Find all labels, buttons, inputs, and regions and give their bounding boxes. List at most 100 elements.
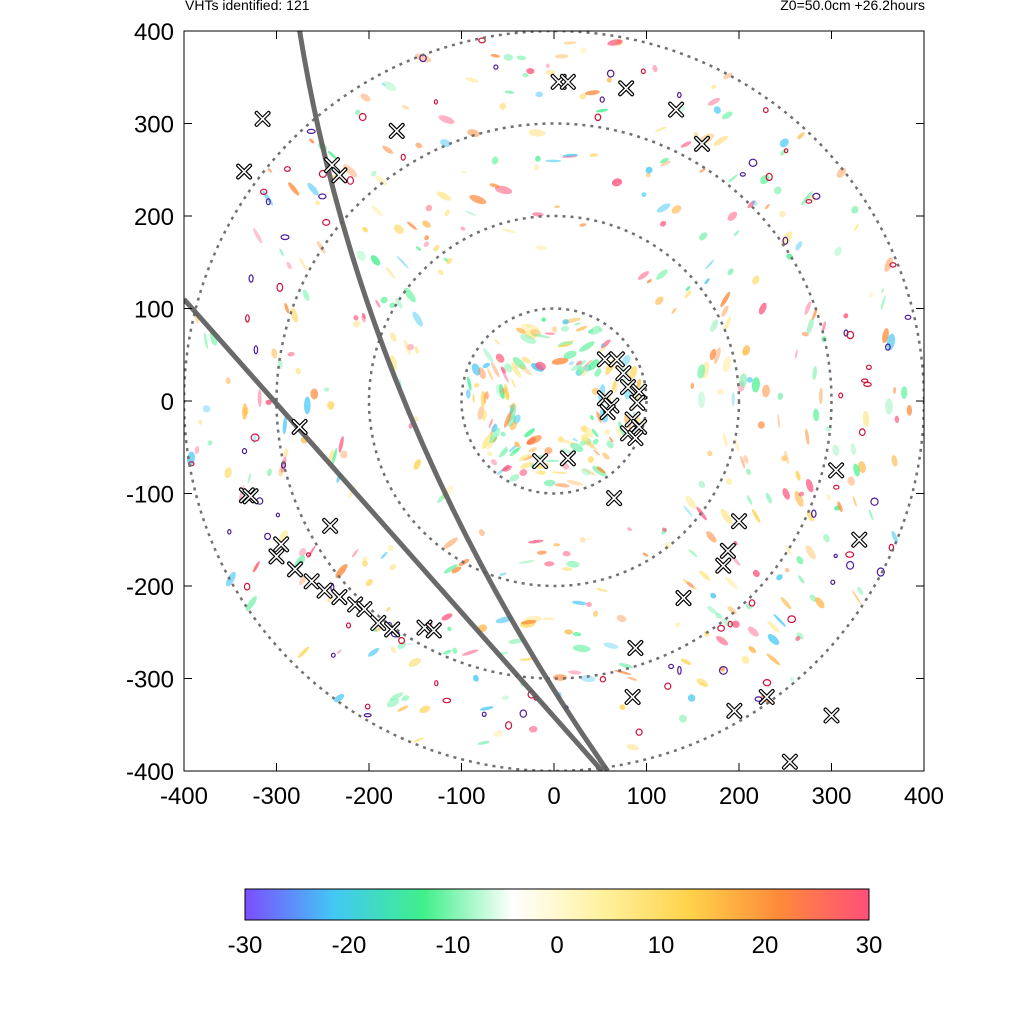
vht-marker-core — [824, 708, 839, 723]
field-blob — [519, 657, 536, 661]
field-blob — [646, 279, 652, 284]
y-tick-label: 200 — [134, 204, 174, 231]
vht-count-label: VHTs identified: 121 — [185, 0, 310, 13]
field-blob — [287, 351, 295, 357]
vht-marker — [236, 163, 253, 180]
field-blob — [752, 569, 760, 578]
colorbar-tick-label: 0 — [550, 932, 563, 959]
field-blob — [503, 53, 514, 61]
field-blob — [390, 332, 397, 342]
vht-contour — [635, 728, 643, 736]
field-blob — [332, 447, 338, 465]
field-blob — [743, 455, 749, 464]
vht-marker-core — [561, 75, 575, 89]
field-blob — [781, 455, 788, 462]
field-blob — [194, 446, 200, 455]
vht-marker-core — [389, 124, 404, 138]
field-blob — [641, 192, 647, 198]
vht-marker-core — [348, 597, 362, 612]
vht-contour — [276, 282, 284, 292]
field-blob — [656, 269, 668, 280]
vht-marker-core — [561, 451, 575, 466]
vht-contour — [870, 497, 879, 506]
field-blob — [225, 377, 231, 385]
field-blob — [882, 328, 889, 344]
field-blob — [563, 350, 577, 360]
vht-marker — [356, 601, 373, 618]
field-blob — [795, 241, 803, 251]
vht-contour — [306, 128, 316, 134]
x-tick-label: -400 — [160, 783, 208, 810]
y-tick-label: -100 — [126, 482, 174, 509]
field-blob — [336, 649, 342, 655]
field-blob — [478, 367, 486, 380]
field-blob — [443, 564, 458, 574]
field-blob — [371, 205, 384, 217]
field-blob — [425, 204, 433, 212]
field-blob — [441, 613, 453, 621]
field-blob — [742, 345, 751, 356]
vht-contour — [805, 198, 813, 204]
field-blob — [492, 436, 498, 443]
vht-contour — [783, 148, 789, 154]
field-blob — [528, 447, 538, 453]
y-tick-label: -300 — [126, 667, 174, 694]
vht-marker — [675, 590, 692, 607]
field-blob — [524, 428, 536, 438]
field-blob — [765, 492, 773, 504]
vht-contour — [305, 552, 312, 557]
vht-marker — [456, 0, 468, 5]
vht-marker — [242, 488, 259, 505]
field-blob — [779, 210, 786, 218]
field-blob — [760, 174, 770, 185]
field-blob — [361, 315, 366, 323]
field-blob — [509, 474, 520, 482]
field-blob — [881, 288, 885, 293]
field-blob — [751, 200, 758, 206]
field-blob — [627, 677, 638, 681]
vht-marker-core — [632, 420, 646, 434]
field-blob — [751, 508, 761, 523]
field-blob — [501, 368, 509, 383]
field-blob — [543, 617, 555, 621]
field-blob — [595, 108, 609, 113]
field-blob — [682, 578, 698, 590]
vht-contour — [283, 166, 291, 172]
vht-marker-core — [304, 574, 319, 589]
field-blob — [401, 105, 410, 110]
field-blob — [717, 389, 724, 395]
field-blob — [707, 450, 713, 457]
field-blob — [728, 174, 738, 183]
field-blob — [611, 178, 623, 187]
field-blob — [850, 443, 857, 456]
field-blob — [323, 387, 330, 392]
field-blob — [493, 730, 504, 737]
vht-contour — [250, 433, 260, 442]
vht-contour — [358, 112, 367, 122]
field-blob — [707, 97, 721, 106]
vht-marker — [388, 122, 405, 139]
field-blob — [477, 740, 490, 745]
field-blob — [801, 331, 809, 337]
vht-marker-core — [323, 519, 337, 533]
vht-contour — [594, 113, 602, 122]
vht-marker-core — [243, 489, 258, 504]
field-blob — [582, 425, 594, 438]
axes: -400 -300 -200 -100 0 100 200 300 400 -400 -300 -20… — [126, 19, 944, 810]
field-blob — [500, 431, 506, 437]
field-blob — [481, 410, 487, 421]
field-blob — [415, 142, 423, 149]
vht-marker — [532, 453, 549, 470]
vht-marker — [719, 542, 736, 559]
field-blob — [722, 111, 733, 120]
field-blob — [579, 223, 587, 227]
field-blob — [516, 55, 527, 61]
field-blob — [316, 241, 326, 254]
x-tick-label: 0 — [547, 783, 560, 810]
field-blob — [587, 456, 594, 463]
field-blob — [290, 307, 299, 323]
field-blob — [224, 467, 232, 479]
field-blob — [579, 93, 587, 100]
vht-contour — [765, 172, 773, 182]
field-blob — [414, 416, 419, 422]
